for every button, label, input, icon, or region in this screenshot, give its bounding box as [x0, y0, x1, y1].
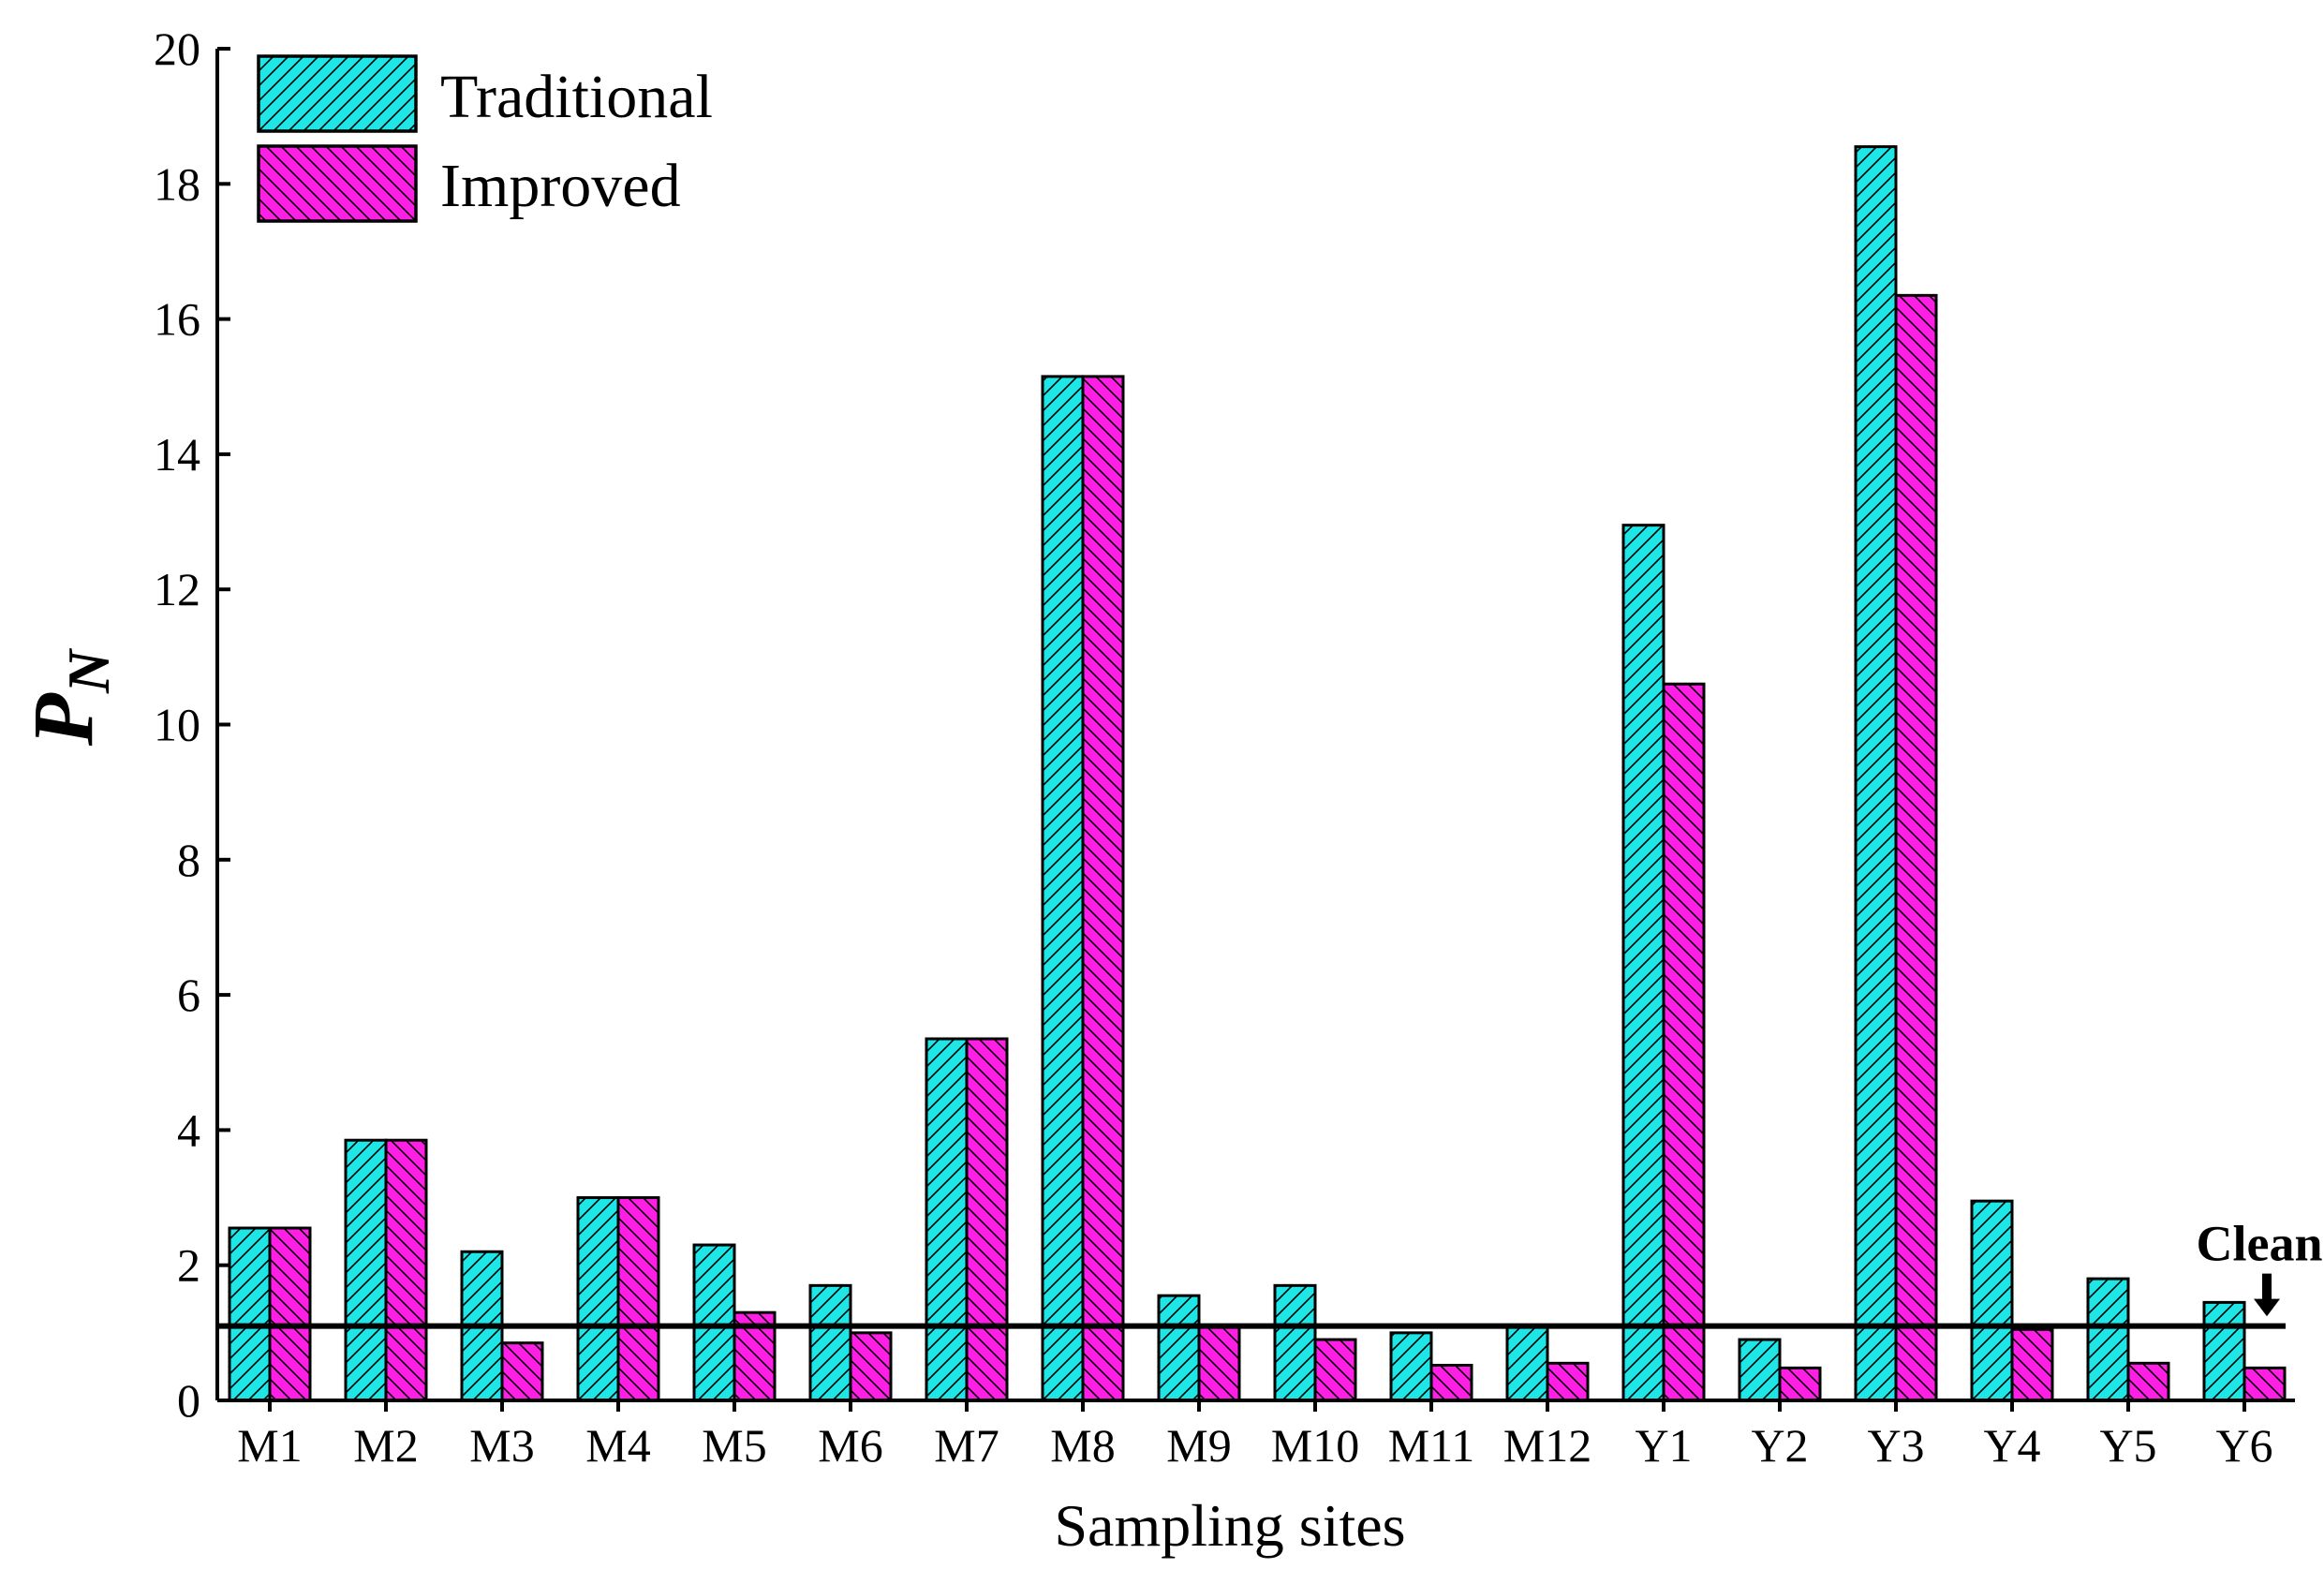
bar-traditional-m2: [344, 1138, 388, 1402]
bars-layer: [228, 145, 2287, 1402]
x-tick-label-m9: M9: [1166, 1419, 1231, 1472]
bar-traditional-m4: [576, 1196, 620, 1402]
y-tick-label: 6: [177, 969, 200, 1021]
y-tick-label: 4: [177, 1103, 200, 1156]
bar-traditional-m9: [1157, 1294, 1201, 1402]
bar-traditional-y6: [2202, 1300, 2246, 1402]
bar-improved-m12: [1546, 1361, 1590, 1402]
bar-improved-m1: [268, 1226, 312, 1402]
x-tick-label-y4: Y4: [1983, 1419, 2040, 1472]
x-tick-label-m2: M2: [353, 1419, 418, 1472]
bar-traditional-m7: [925, 1037, 969, 1402]
legend-swatch-traditional: [257, 54, 418, 133]
bar-improved-m4: [616, 1196, 660, 1402]
x-tick-label-m3: M3: [469, 1419, 534, 1472]
x-tick-label-m10: M10: [1271, 1419, 1359, 1472]
bar-improved-m3: [500, 1341, 544, 1402]
y-axis-title: PN: [15, 647, 122, 747]
bar-traditional-m6: [808, 1283, 852, 1402]
x-tick-label-y1: Y1: [1635, 1419, 1692, 1472]
y-ticks: 0 2 4 6 8 10 12 14 16 18 20: [154, 22, 230, 1427]
bar-improved-y3: [1894, 293, 1938, 1402]
x-tick-label-y5: Y5: [2099, 1419, 2156, 1472]
bar-improved-y2: [1778, 1366, 1822, 1402]
bar-improved-y1: [1662, 682, 1706, 1402]
x-axis-title: Sampling sites: [1054, 1492, 1405, 1559]
y-tick-label: 10: [154, 699, 200, 751]
y-axis-title-text: PN: [15, 647, 122, 747]
y-tick-label: 2: [177, 1239, 200, 1292]
bar-traditional-y3: [1854, 145, 1898, 1402]
bar-improved-m11: [1429, 1363, 1473, 1402]
bar-improved-y6: [2243, 1366, 2287, 1402]
y-axis-title-main: P: [15, 692, 111, 747]
bar-traditional-m1: [228, 1226, 272, 1402]
y-tick-label: 14: [154, 428, 200, 481]
y-tick-label: 16: [154, 293, 200, 346]
legend-label-improved: Improved: [440, 152, 681, 220]
x-tick-label-y2: Y2: [1751, 1419, 1808, 1472]
legend: Traditional Improved: [257, 54, 713, 223]
bar-traditional-y5: [2086, 1277, 2130, 1402]
x-tick-label-m12: M12: [1503, 1419, 1591, 1472]
clean-annotation-label: Clean: [2197, 1216, 2323, 1272]
y-tick-label: 18: [154, 157, 200, 210]
bar-traditional-y1: [1621, 524, 1665, 1402]
y-tick-label: 8: [177, 834, 200, 886]
x-ticks: M1 M2 M3 M4 M5 M6 M7 M8 M9 M10 M11 M12 Y1 Y2 Y3 Y4 Y5 Y6: [237, 1400, 2273, 1472]
bar-traditional-y4: [1970, 1199, 2014, 1402]
x-tick-label-m4: M4: [585, 1419, 650, 1472]
legend-label-traditional: Traditional: [440, 63, 713, 131]
bar-improved-m2: [384, 1138, 428, 1402]
x-tick-label-m1: M1: [237, 1419, 302, 1472]
x-tick-label-m8: M8: [1050, 1419, 1115, 1472]
y-axis-title-subscript: N: [55, 647, 122, 694]
bar-traditional-m12: [1505, 1325, 1549, 1402]
x-tick-label-m5: M5: [702, 1419, 766, 1472]
bar-improved-y4: [2010, 1327, 2054, 1402]
clean-annotation: Clean: [2197, 1216, 2323, 1317]
bar-improved-m10: [1313, 1338, 1357, 1402]
down-arrow-icon: [2254, 1273, 2280, 1317]
bar-traditional-m10: [1273, 1283, 1317, 1402]
bar-traditional-m11: [1389, 1331, 1433, 1402]
y-tick-label: 20: [154, 22, 200, 75]
y-tick-label: 12: [154, 563, 200, 615]
bar-improved-y5: [2126, 1361, 2170, 1402]
x-tick-label-y6: Y6: [2215, 1419, 2272, 1472]
bar-traditional-m5: [692, 1243, 736, 1402]
x-tick-label-m6: M6: [818, 1419, 882, 1472]
bar-improved-m7: [965, 1037, 1009, 1402]
bar-traditional-y2: [1738, 1338, 1782, 1402]
y-tick-label: 0: [177, 1374, 200, 1427]
x-tick-label-m11: M11: [1388, 1419, 1475, 1472]
bar-traditional-m8: [1041, 375, 1085, 1402]
x-tick-label-y3: Y3: [1867, 1419, 1924, 1472]
bar-improved-m6: [849, 1331, 893, 1402]
bar-improved-m9: [1197, 1325, 1241, 1402]
x-tick-label-m7: M7: [934, 1419, 999, 1472]
bar-improved-m8: [1081, 375, 1125, 1402]
legend-swatch-improved: [257, 144, 418, 223]
